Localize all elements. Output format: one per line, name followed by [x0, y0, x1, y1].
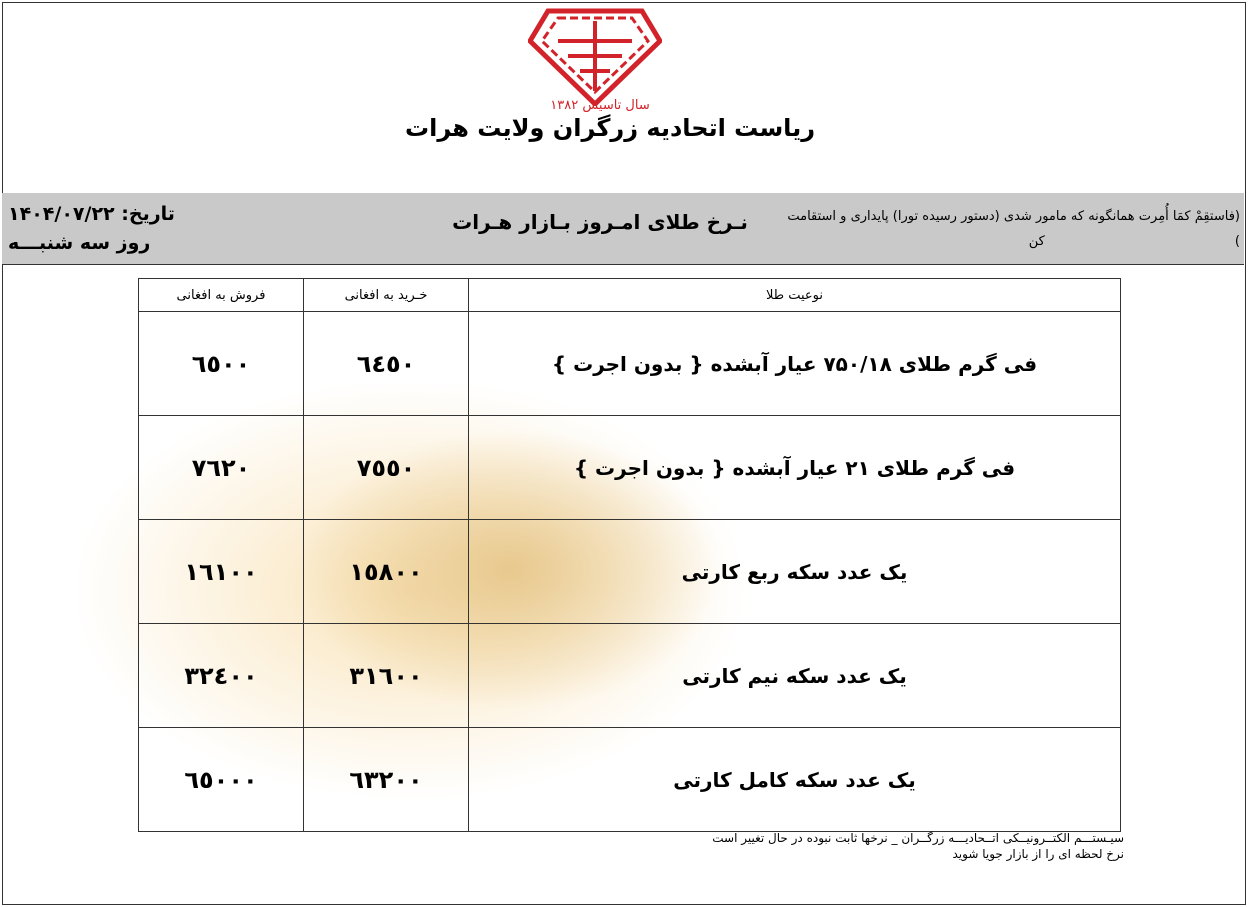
- organization-title: ریاست اتحادیه زرگران ولایت هرات: [404, 114, 816, 142]
- sell-price: ٧٦٢٠: [138, 415, 304, 520]
- footer-line-2: نرخ لحظه ای را از بازار جویا شوید: [952, 847, 1125, 861]
- buy-price: ٣١٦٠٠: [303, 623, 469, 728]
- weekday-label: روز سه شنبـــه: [8, 232, 151, 254]
- page-title: نـرخ طلای امـروز بـازار هـرات: [452, 210, 748, 234]
- gold-type: فی گرم طلای ۷۵۰/۱۸ عیار آبشده { بدون اجر…: [468, 311, 1121, 416]
- quote: (فاستقِمْ کمَا أُمِرت همانگونه که مامور …: [760, 204, 1240, 254]
- established-year: سال تاسیس ۱۳۸۲: [550, 98, 650, 113]
- buy-price: ٦٣٢٠٠: [303, 727, 469, 832]
- info-band: [2, 193, 1244, 265]
- table-row: فی گرم طلای ۲۱ عیار آبشده { بدون اجرت } …: [138, 415, 1121, 520]
- table-row: یک عدد سکه کامل کارتی ٦٣٢٠٠ ٦٥٠٠٠: [138, 727, 1121, 832]
- gold-type: یک عدد سکه ربع کارتی: [468, 519, 1121, 624]
- gold-type: فی گرم طلای ۲۱ عیار آبشده { بدون اجرت }: [468, 415, 1121, 520]
- sell-price: ١٦١٠٠: [138, 519, 304, 624]
- sell-price: ٦٥٠٠٠: [138, 727, 304, 832]
- buy-price: ١٥٨٠٠: [303, 519, 469, 624]
- header-buy: خـرید به افغانی: [303, 278, 469, 312]
- buy-price: ٦٤٥٠: [303, 311, 469, 416]
- table-header-row: نوعیت طلا خـرید به افغانی فروش به افغانی: [138, 278, 1121, 312]
- table-row: یک عدد سکه نیم کارتی ٣١٦٠٠ ٣٢٤٠٠: [138, 623, 1121, 728]
- table-row: فی گرم طلای ۷۵۰/۱۸ عیار آبشده { بدون اجر…: [138, 311, 1121, 416]
- sell-price: ٦٥٠٠: [138, 311, 304, 416]
- sell-price: ٣٢٤٠٠: [138, 623, 304, 728]
- quote-line-2: ) کن: [1028, 234, 1240, 249]
- footer-line-1: سیـستـــم الکتــرونیــکی اتــحادیـــه زر…: [712, 831, 1124, 845]
- gold-price-table: نوعیت طلا خـرید به افغانی فروش به افغانی…: [138, 278, 1121, 832]
- union-logo-diamond-icon: [528, 8, 662, 106]
- table-row: یک عدد سکه ربع کارتی ١٥٨٠٠ ١٦١٠٠: [138, 519, 1121, 624]
- buy-price: ٧٥٥٠: [303, 415, 469, 520]
- date-block: تاریخ: ۱۴۰۴/۰۷/۲۲ روز سه شنبـــه: [8, 200, 175, 258]
- date-label: تاریخ: ۱۴۰۴/۰۷/۲۲: [8, 203, 175, 225]
- quote-line-1: (فاستقِمْ کمَا أُمِرت همانگونه که مامور …: [787, 209, 1240, 224]
- header-sell: فروش به افغانی: [138, 278, 304, 312]
- footer-note: سیـستـــم الکتــرونیــکی اتــحادیـــه زر…: [600, 830, 1124, 862]
- header-type: نوعیت طلا: [468, 278, 1121, 312]
- gold-type: یک عدد سکه کامل کارتی: [468, 727, 1121, 832]
- gold-type: یک عدد سکه نیم کارتی: [468, 623, 1121, 728]
